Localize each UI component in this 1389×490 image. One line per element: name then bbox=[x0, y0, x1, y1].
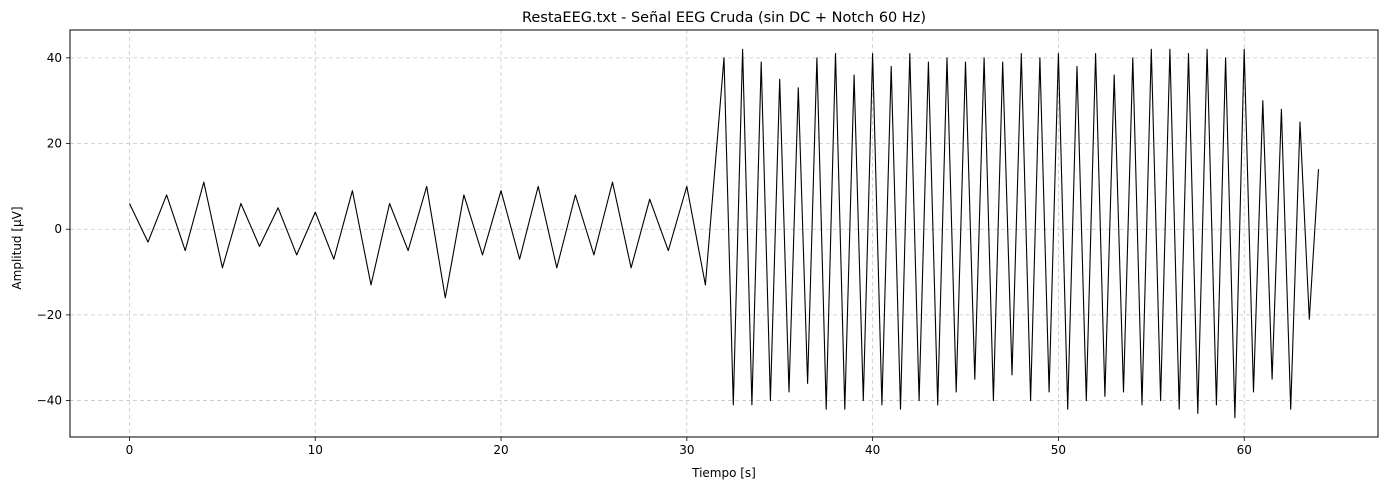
chart-title: RestaEEG.txt - Señal EEG Cruda (sin DC +… bbox=[522, 10, 926, 26]
x-tick-label: 10 bbox=[308, 443, 323, 457]
x-tick-label: 30 bbox=[679, 443, 694, 457]
x-tick-label: 40 bbox=[865, 443, 880, 457]
y-tick-label: 0 bbox=[54, 222, 62, 236]
y-tick-label: 20 bbox=[47, 137, 62, 151]
x-tick-label: 60 bbox=[1237, 443, 1252, 457]
y-tick-label: 40 bbox=[47, 51, 62, 65]
y-tick-label: −40 bbox=[37, 394, 62, 408]
y-axis-ticks: −40 −20 0 20 40 bbox=[37, 51, 70, 408]
x-tick-label: 50 bbox=[1051, 443, 1066, 457]
y-tick-label: −20 bbox=[37, 308, 62, 322]
x-axis-label: Tiempo [s] bbox=[691, 466, 756, 480]
x-axis-ticks: 0 10 20 30 40 50 60 bbox=[126, 437, 1252, 457]
series-layer bbox=[129, 48, 1320, 419]
x-tick-label: 20 bbox=[493, 443, 508, 457]
y-axis-label: Amplitud [μV] bbox=[10, 206, 24, 289]
plot-frame bbox=[69, 29, 1379, 438]
x-tick-label: 0 bbox=[126, 443, 134, 457]
series-line bbox=[129, 48, 1320, 419]
